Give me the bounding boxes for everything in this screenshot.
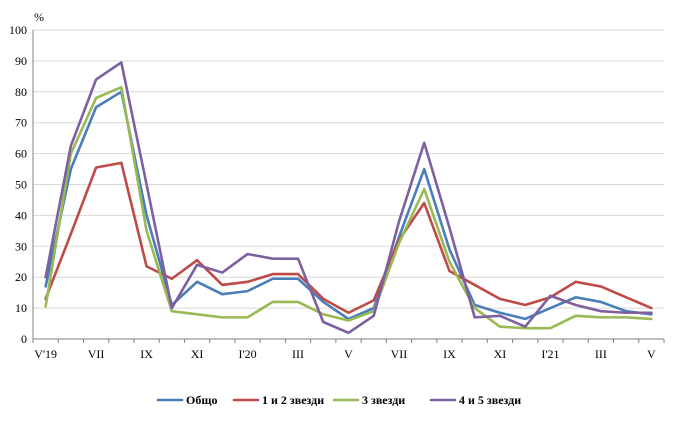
x-tick-label: VII [391, 347, 408, 361]
x-tick-label: III [292, 347, 304, 361]
x-tick-label: I'20 [238, 347, 256, 361]
legend: Общо 1 и 2 звезди 3 звезди 4 и 5 звезди [156, 393, 521, 407]
y-tick-label: 0 [21, 332, 27, 346]
x-tick-label: IX [443, 347, 456, 361]
x-tick-label: I'21 [541, 347, 559, 361]
legend-label: 4 и 5 звезди [459, 393, 521, 407]
y-tick-label: 100 [9, 23, 27, 37]
legend-item-2: 1 и 2 звезди [232, 393, 324, 407]
x-tick-label: IX [140, 347, 153, 361]
x-tick-label: XI [191, 347, 204, 361]
series-line-2 [44, 161, 653, 315]
x-tick-label: XI [494, 347, 507, 361]
y-tick-label: 10 [15, 301, 27, 315]
x-tick-label: VII [88, 347, 105, 361]
legend-item-1: Общо [156, 393, 217, 407]
x-tick-label: V'19 [34, 347, 57, 361]
series-line-3 [44, 85, 653, 330]
legend-item-4: 4 и 5 звезди [429, 393, 521, 407]
y-axis-unit: % [34, 10, 44, 24]
y-tick-label: 40 [15, 208, 27, 222]
y-tick-label: 50 [15, 178, 27, 192]
legend-label: Общо [186, 393, 217, 407]
y-tick-label: 20 [15, 270, 27, 284]
legend-label: 1 и 2 звезди [262, 393, 324, 407]
series-line-4 [44, 61, 653, 335]
x-tick-label: III [595, 347, 607, 361]
x-tick-labels: V'19 VII IX XI I'20 III V VII IX XI I'21 III V [34, 347, 656, 361]
legend-item-3: 3 звезди [332, 393, 405, 407]
y-tick-labels: 0 10 20 30 40 50 60 70 80 90 100 [9, 23, 27, 346]
y-tick-label: 70 [15, 116, 27, 130]
x-tick-label: V [344, 347, 353, 361]
legend-label: 3 звезди [362, 393, 405, 407]
y-tick-label: 30 [15, 239, 27, 253]
series-line-1 [44, 90, 653, 321]
y-tick-label: 60 [15, 147, 27, 161]
series-lines [44, 61, 653, 335]
x-tick-label: V [647, 347, 656, 361]
axes [32, 30, 665, 343]
gridlines [33, 29, 664, 309]
y-tick-label: 90 [15, 54, 27, 68]
y-tick-label: 80 [15, 85, 27, 99]
